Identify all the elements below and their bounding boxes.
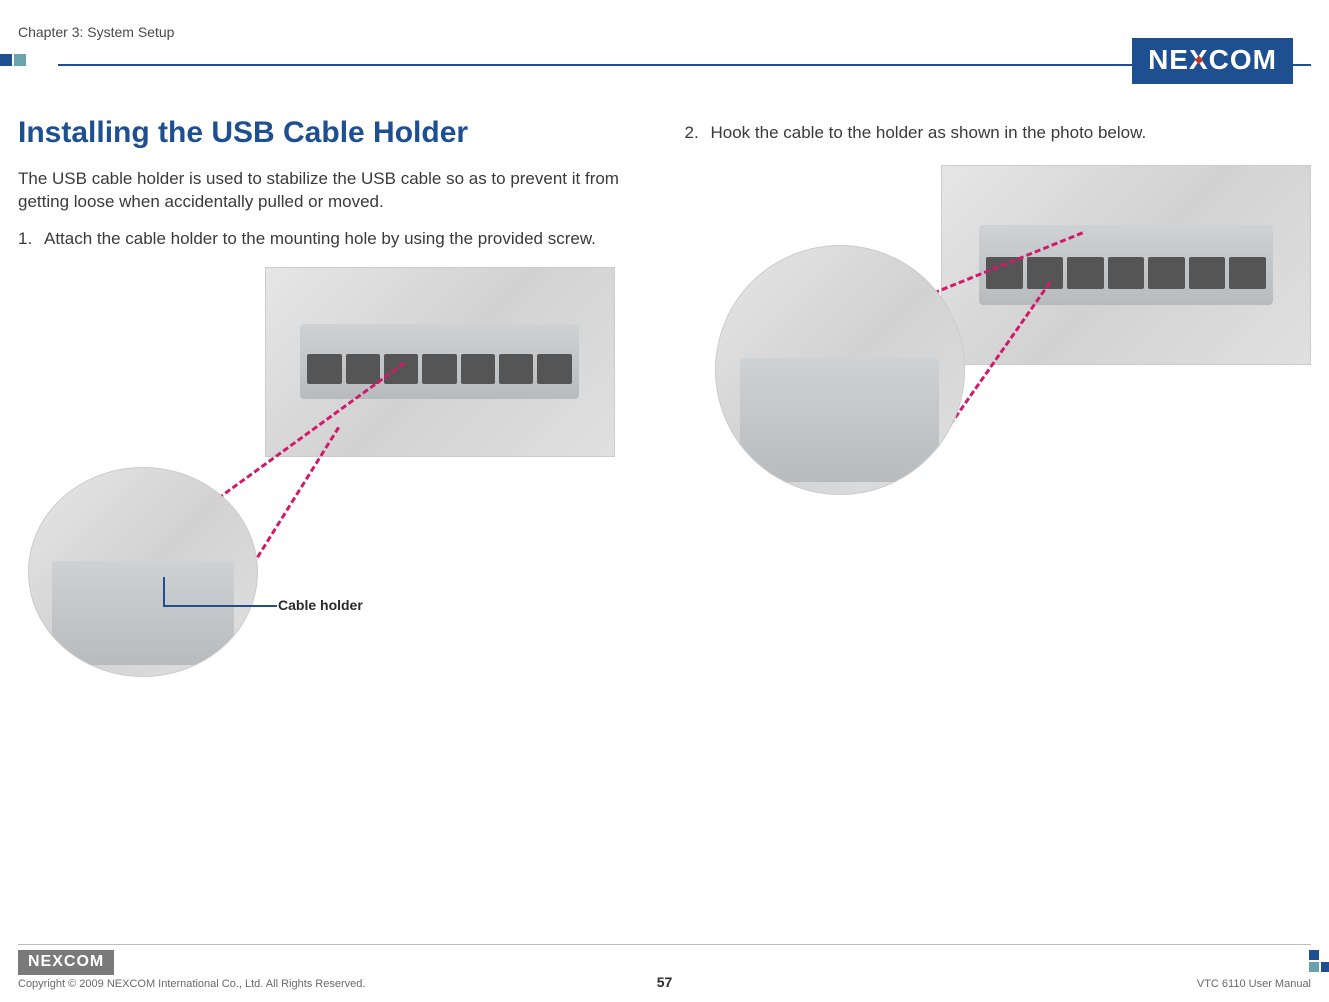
left-column: Installing the USB Cable Holder The USB …: [18, 110, 645, 932]
intro-text: The USB cable holder is used to stabiliz…: [18, 168, 645, 214]
callout-line: [163, 605, 277, 607]
square-icon: [0, 54, 12, 66]
square-icon: [1321, 962, 1329, 972]
photo-cable-hooked-closeup: [715, 245, 965, 495]
step-text: Attach the cable holder to the mounting …: [44, 228, 645, 251]
brand-logo: NEXCOM: [1132, 38, 1293, 84]
footer-copyright: Copyright © 2009 NEXCOM International Co…: [18, 978, 365, 990]
step-number: 1.: [18, 228, 44, 251]
step-item: 2. Hook the cable to the holder as shown…: [685, 122, 1312, 145]
figure-step-2: [685, 165, 1312, 525]
footer-manual-title: VTC 6110 User Manual: [1197, 978, 1311, 990]
callout-line: [163, 577, 165, 607]
header-rule: [58, 64, 1311, 66]
callout-label-cable-holder: Cable holder: [278, 597, 363, 613]
page-header: Chapter 3: System Setup NEXCOM: [18, 24, 1311, 74]
header-decoration-squares: [0, 54, 26, 66]
footer-rule: [18, 944, 1311, 945]
device-ports-illustration: [986, 257, 1266, 289]
step-number: 2.: [685, 122, 711, 145]
device-body-illustration: [740, 358, 938, 482]
device-ports-illustration: [307, 354, 571, 384]
step-text: Hook the cable to the holder as shown in…: [711, 122, 1312, 145]
square-icon: [14, 54, 26, 66]
device-body-illustration: [52, 561, 234, 665]
section-heading: Installing the USB Cable Holder: [18, 116, 645, 150]
step-list: 2. Hook the cable to the holder as shown…: [685, 122, 1312, 145]
photo-cable-holder-closeup: [28, 467, 258, 677]
step-item: 1. Attach the cable holder to the mounti…: [18, 228, 645, 251]
right-column: 2. Hook the cable to the holder as shown…: [685, 110, 1312, 932]
square-icon: [1309, 962, 1319, 972]
footer-page-number: 57: [657, 974, 673, 990]
footer-brand-logo: NEXCOM: [18, 950, 114, 975]
figure-step-1: Cable holder: [18, 267, 645, 687]
content-area: Installing the USB Cable Holder The USB …: [18, 110, 1311, 932]
page-footer: NEXCOM Copyright © 2009 NEXCOM Internati…: [18, 944, 1311, 990]
square-icon: [1309, 950, 1319, 960]
chapter-title: Chapter 3: System Setup: [18, 24, 1311, 40]
footer-decoration-squares: [1299, 950, 1329, 972]
step-list: 1. Attach the cable holder to the mounti…: [18, 228, 645, 251]
